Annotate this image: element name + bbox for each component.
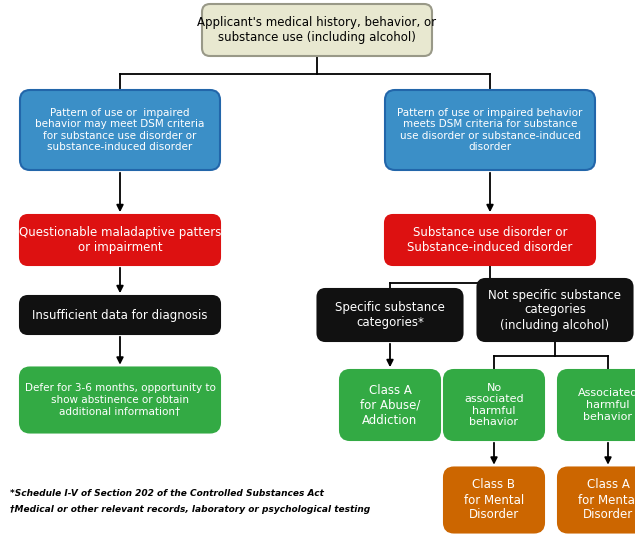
FancyBboxPatch shape (20, 215, 220, 265)
Text: Pattern of use or impaired behavior
meets DSM criteria for substance
use disorde: Pattern of use or impaired behavior meet… (398, 108, 583, 152)
FancyBboxPatch shape (385, 90, 595, 170)
FancyBboxPatch shape (478, 279, 632, 341)
FancyBboxPatch shape (318, 289, 462, 341)
Text: Insufficient data for diagnosis: Insufficient data for diagnosis (32, 308, 208, 322)
FancyBboxPatch shape (20, 90, 220, 170)
FancyBboxPatch shape (202, 4, 432, 56)
Text: Questionable maladaptive patters
or impairment: Questionable maladaptive patters or impa… (19, 226, 221, 254)
FancyBboxPatch shape (385, 215, 595, 265)
FancyBboxPatch shape (558, 370, 635, 440)
Text: Substance use disorder or
Substance-induced disorder: Substance use disorder or Substance-indu… (407, 226, 573, 254)
Text: Specific substance
categories*: Specific substance categories* (335, 301, 445, 329)
FancyBboxPatch shape (444, 468, 544, 533)
Text: Not specific substance
categories
(including alcohol): Not specific substance categories (inclu… (488, 288, 622, 331)
Text: Applicant's medical history, behavior, or
substance use (including alcohol): Applicant's medical history, behavior, o… (197, 16, 437, 44)
Text: Class A
for Abuse/
Addiction: Class A for Abuse/ Addiction (360, 384, 420, 427)
FancyBboxPatch shape (20, 367, 220, 433)
FancyBboxPatch shape (340, 370, 440, 440)
FancyBboxPatch shape (558, 468, 635, 533)
Text: †Medical or other relevant records, laboratory or psychological testing: †Medical or other relevant records, labo… (10, 506, 370, 514)
Text: Defer for 3-6 months, opportunity to
show abstinence or obtain
additional inform: Defer for 3-6 months, opportunity to sho… (25, 384, 215, 416)
Text: No
associated
harmful
behavior: No associated harmful behavior (464, 383, 524, 427)
Text: Associated
harmful
behavior: Associated harmful behavior (578, 388, 635, 422)
Text: Class A
for Mental
Disorder: Class A for Mental Disorder (578, 478, 635, 521)
FancyBboxPatch shape (444, 370, 544, 440)
Text: Pattern of use or  impaired
behavior may meet DSM criteria
for substance use dis: Pattern of use or impaired behavior may … (36, 108, 204, 152)
Text: *Schedule I-V of Section 202 of the Controlled Substances Act: *Schedule I-V of Section 202 of the Cont… (10, 489, 324, 498)
FancyBboxPatch shape (20, 296, 220, 334)
Text: Class B
for Mental
Disorder: Class B for Mental Disorder (464, 478, 524, 521)
